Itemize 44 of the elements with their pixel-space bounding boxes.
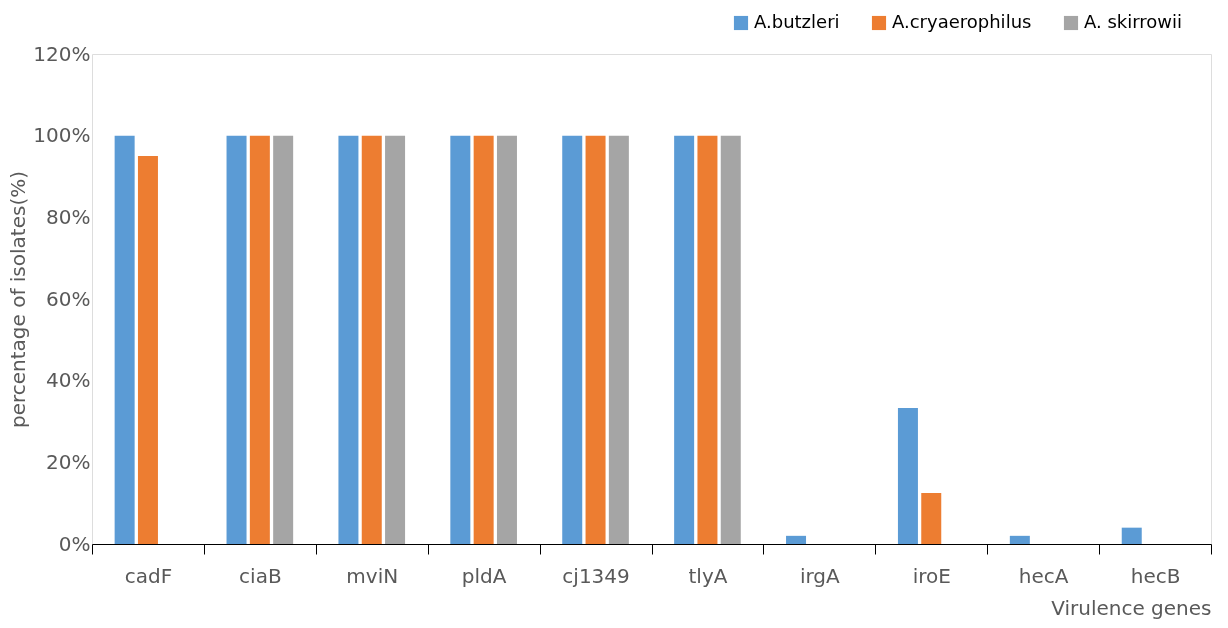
x-tick-label: irgA [799, 563, 841, 588]
y-tick-label: 100% [33, 123, 91, 148]
bar [786, 535, 807, 544]
x-tick-label: pldA [461, 563, 507, 588]
bar [562, 135, 583, 544]
bar [226, 135, 247, 544]
y-tick-label: 120% [33, 41, 91, 66]
legend-label: A.butzleri [754, 11, 840, 32]
bar [608, 135, 629, 544]
bar [1121, 527, 1142, 544]
bar [473, 135, 494, 544]
bar [720, 135, 741, 544]
bar [450, 135, 471, 544]
bar [674, 135, 695, 544]
bar [114, 135, 135, 544]
bar [897, 408, 918, 544]
bar [273, 135, 294, 544]
bar [385, 135, 406, 544]
x-tick-label: iroE [912, 563, 951, 588]
bar [338, 135, 359, 544]
bar [697, 135, 718, 544]
bar [249, 135, 270, 544]
x-tick-label: mviN [346, 563, 399, 588]
x-tick-label: hecA [1018, 563, 1069, 588]
bar [137, 156, 158, 544]
bar [361, 135, 382, 544]
x-axis-title: Virulence genes [1051, 595, 1212, 620]
x-tick-label: ciaB [239, 563, 282, 588]
legend-label: A. skirrowii [1084, 11, 1183, 32]
y-tick-label: 60% [46, 286, 91, 311]
bar [921, 492, 942, 544]
y-tick-label: 80% [46, 204, 91, 229]
x-tick-label: tlyA [688, 563, 728, 588]
bar [585, 135, 606, 544]
y-tick-label: 40% [46, 368, 91, 393]
y-tick-label: 0% [58, 531, 91, 556]
bar [496, 135, 517, 544]
y-tick-label: 20% [46, 449, 91, 474]
x-tick-label: hecB [1130, 563, 1181, 588]
x-tick-label: cadF [124, 563, 173, 588]
y-axis-title: percentage of isolates(%) [6, 170, 31, 429]
x-tick-label: cj1349 [562, 563, 630, 588]
bar [1009, 535, 1030, 544]
legend-label: A.cryaerophilus [892, 11, 1032, 32]
